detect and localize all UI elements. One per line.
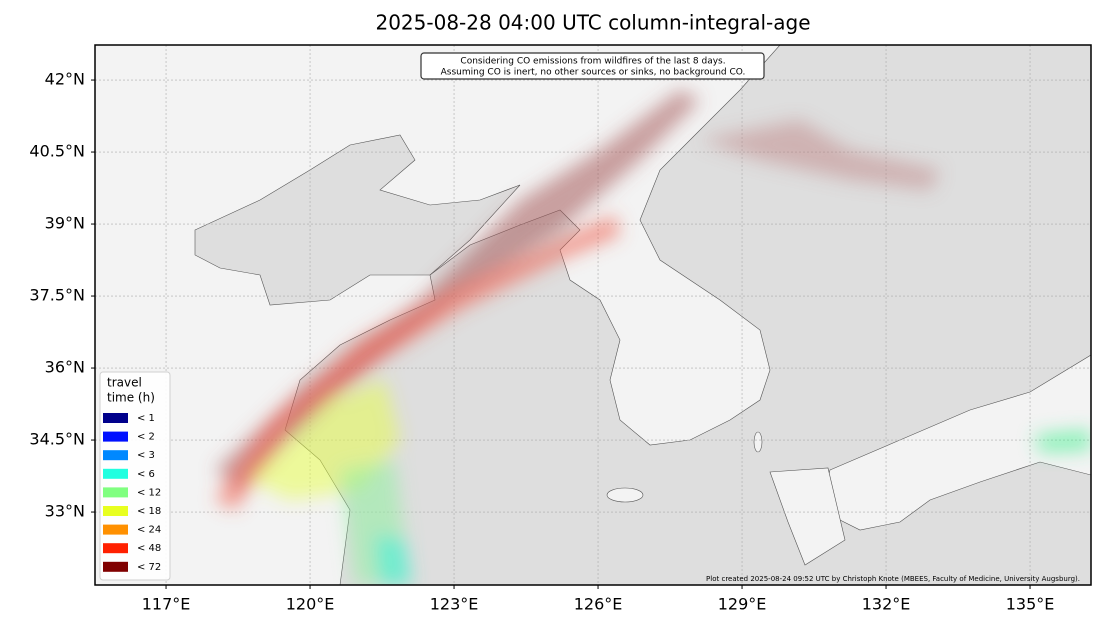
legend-label: < 72 <box>137 562 161 573</box>
legend-label: < 2 <box>137 432 155 443</box>
japan-honshu <box>819 354 1091 531</box>
x-tick-label: 135°E <box>1006 595 1055 614</box>
legend-swatch <box>103 506 128 516</box>
legend-label: < 6 <box>137 469 155 480</box>
x-tick-label: 123°E <box>430 595 479 614</box>
legend-label: < 3 <box>137 450 155 461</box>
legend-label: < 1 <box>137 413 155 424</box>
japan-kyushu <box>769 467 846 566</box>
annotation-box <box>420 52 765 80</box>
y-tick-label: 42°N <box>45 70 85 89</box>
legend-swatch <box>103 524 128 535</box>
legend-label: < 18 <box>137 506 161 517</box>
grid <box>95 45 1091 585</box>
legend: travel time (h) < 1 < 2 < 3 < 6 < 12 < 18 < 24… <box>99 371 171 581</box>
legend-label: < 48 <box>137 543 161 554</box>
annotation-line: Assuming CO is inert, no other sources o… <box>441 68 746 78</box>
legend-swatch <box>103 450 128 461</box>
x-tick-label: 120°E <box>286 595 335 614</box>
y-tick-label: 40.5°N <box>29 142 85 161</box>
legend-swatch <box>103 431 128 442</box>
legend-label: < 24 <box>137 525 161 536</box>
y-tick-label: 39°N <box>45 214 85 233</box>
legend-title: travel <box>107 376 142 390</box>
plume-old <box>700 120 940 190</box>
plumes <box>215 90 1091 585</box>
x-tick-label: 117°E <box>142 595 191 614</box>
annotation-line: Considering CO emissions from wildfires … <box>460 57 725 67</box>
frame <box>94 44 1092 586</box>
credit: Plot created 2025-08-24 09:52 UTC by Chr… <box>706 575 1080 583</box>
map-area <box>95 45 1091 585</box>
plume-young <box>375 535 412 585</box>
tsushima-island <box>753 431 763 453</box>
plume-young <box>1035 430 1091 452</box>
plume-mid <box>215 215 620 510</box>
legend-swatch <box>103 468 128 479</box>
y-tick-label: 37.5°N <box>29 286 85 305</box>
legend-label: < 12 <box>137 487 161 498</box>
y-tick-label: 33°N <box>45 502 85 521</box>
title: 2025-08-28 04:00 UTC column-integral-age <box>375 11 810 35</box>
y-tick-label: 36°N <box>45 358 85 377</box>
bohai-sea <box>194 134 521 306</box>
legend-swatch <box>103 413 128 423</box>
x-tick-label: 126°E <box>574 595 623 614</box>
y-tick-label: 34.5°N <box>29 430 85 449</box>
x-tick-label: 129°E <box>718 595 767 614</box>
x-tick-label: 132°E <box>862 595 911 614</box>
legend-swatch <box>103 561 128 572</box>
legend-title: time (h) <box>107 391 155 405</box>
legend-swatch <box>103 487 128 498</box>
legend-swatch <box>103 543 128 554</box>
annotation: Considering CO emissions from wildfires … <box>420 52 765 80</box>
jeju-island <box>606 487 644 503</box>
